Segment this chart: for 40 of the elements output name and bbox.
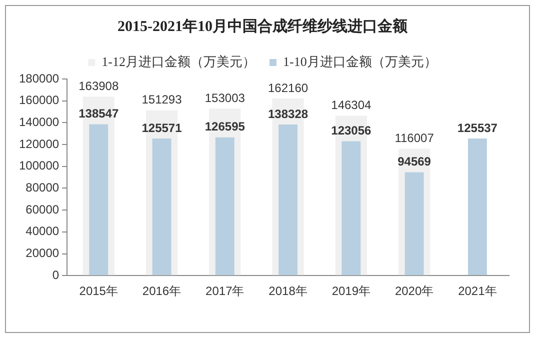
y-tick-label: 80000	[26, 180, 60, 195]
data-label: 153003	[204, 90, 246, 105]
bar	[215, 137, 234, 276]
bar	[342, 141, 361, 276]
data-label: 126595	[204, 120, 246, 134]
data-label: 146304	[331, 98, 372, 112]
data-label: 151293	[142, 92, 182, 107]
x-tick-label: 2015年	[79, 284, 118, 298]
data-label: 163908	[78, 78, 119, 93]
data-label: 125537	[457, 120, 498, 135]
data-label: 138547	[78, 106, 119, 121]
y-tick-label: 180000	[18, 71, 60, 86]
x-tick-label: 2018年	[268, 284, 308, 298]
y-tick-label: 60000	[26, 202, 60, 216]
legend-label: 1-12月进口金额（万美元）	[102, 54, 256, 69]
bar	[278, 124, 298, 276]
data-label: 138328	[268, 106, 308, 121]
y-tick-label: 140000	[18, 115, 60, 129]
data-label: 123056	[331, 124, 372, 138]
bar	[468, 138, 487, 276]
y-tick-label: 20000	[26, 246, 60, 260]
bar	[89, 124, 108, 276]
data-label: 94569	[398, 154, 432, 169]
x-tick-label: 2017年	[206, 284, 244, 298]
data-label: 116007	[394, 131, 434, 146]
data-label: 162160	[268, 80, 308, 95]
y-tick-label: 40000	[26, 224, 60, 238]
x-tick-label: 2021年	[458, 284, 497, 298]
bar	[404, 172, 424, 276]
legend-label: 1-10月进口金额（万美元）	[283, 54, 437, 69]
x-tick-label: 2016年	[142, 284, 182, 298]
y-tick-label: 0	[52, 268, 60, 282]
y-tick-label: 160000	[18, 93, 60, 108]
y-tick-label: 100000	[18, 158, 60, 173]
data-label: 125571	[142, 120, 182, 135]
y-tick-label: 120000	[18, 136, 60, 151]
chart-title: 2015-2021年10月中国合成纤维纱线进口金额	[118, 16, 408, 35]
bar	[152, 138, 172, 276]
x-tick-label: 2020年	[394, 284, 434, 298]
x-tick-label: 2019年	[332, 284, 371, 298]
